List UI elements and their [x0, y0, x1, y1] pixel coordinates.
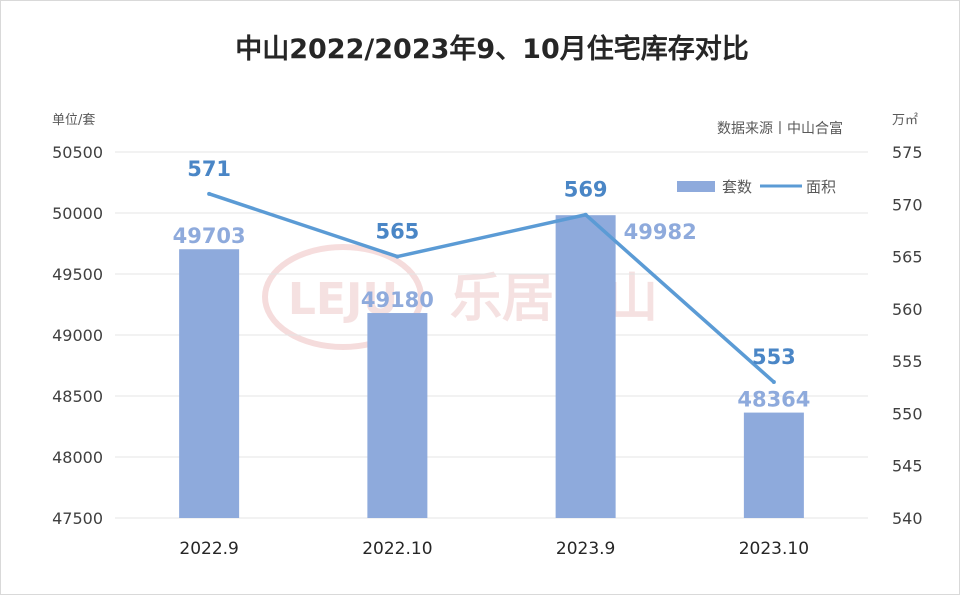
- left-axis-tick-label: 49500: [52, 265, 103, 284]
- watermark-logo-ring: [262, 244, 424, 350]
- left-axis-tick-label: 50000: [52, 204, 103, 223]
- axes: 47500 48000 48500 49000 49500 50000 50500 540 54…: [52, 143, 922, 559]
- left-axis-tick-label: 47500: [52, 509, 103, 528]
- right-axis-tick-label: 545: [892, 457, 923, 476]
- legend: 套数 面积: [677, 178, 836, 196]
- x-axis-tick-label: 2023.9: [556, 539, 615, 559]
- line-point: [771, 380, 776, 385]
- line-value-label: 565: [375, 220, 419, 244]
- bar: [743, 412, 804, 518]
- left-axis-tick-label: 48500: [52, 387, 103, 406]
- watermark-text: 乐居中山: [450, 269, 658, 329]
- chart-title: 中山2022/2023年9、10月住宅库存对比: [235, 33, 749, 65]
- right-axis-tick-label: 550: [892, 404, 923, 423]
- legend-bar-swatch: [677, 181, 715, 192]
- legend-line-label: 面积: [806, 178, 836, 196]
- left-axis-tick-label: 50500: [52, 143, 103, 162]
- bar: [367, 313, 428, 518]
- right-axis-tick-label: 555: [892, 352, 923, 371]
- right-axis-tick-label: 565: [892, 248, 923, 267]
- bar-value-label: 49982: [624, 220, 697, 244]
- bar-value-label: 49703: [173, 224, 246, 248]
- bars: [179, 215, 804, 519]
- right-axis-tick-label: 540: [892, 509, 923, 528]
- line-value-label: 553: [752, 345, 796, 369]
- area-line: [207, 191, 776, 385]
- x-axis-tick-label: 2023.10: [739, 539, 809, 559]
- bar-value-label: 49180: [361, 288, 434, 312]
- bar: [179, 249, 240, 518]
- line-point: [395, 254, 400, 259]
- line-point: [207, 191, 212, 196]
- source-note: 数据来源丨中山合富: [717, 120, 843, 137]
- right-axis-tick-label: 570: [892, 195, 923, 214]
- x-axis-tick-label: 2022.10: [362, 539, 432, 559]
- line-value-label: 569: [564, 178, 608, 202]
- data-labels: 49703 49180 49982 48364 571 565 569 553: [173, 157, 811, 412]
- line-point: [583, 212, 588, 217]
- x-axis-tick-label: 2022.9: [179, 539, 238, 559]
- right-axis-unit: 万㎡: [892, 113, 918, 128]
- left-axis-unit: 单位/套: [52, 112, 95, 128]
- line-value-label: 571: [187, 157, 231, 181]
- left-axis-tick-label: 48000: [52, 448, 103, 467]
- left-axis-tick-label: 49000: [52, 326, 103, 345]
- right-axis-tick-label: 575: [892, 143, 923, 162]
- legend-bar-label: 套数: [722, 178, 752, 196]
- bar-value-label: 48364: [737, 388, 810, 412]
- bar: [555, 215, 616, 519]
- gridlines: [115, 151, 868, 519]
- area-series-line: [208, 192, 776, 384]
- right-axis-tick-label: 560: [892, 300, 923, 319]
